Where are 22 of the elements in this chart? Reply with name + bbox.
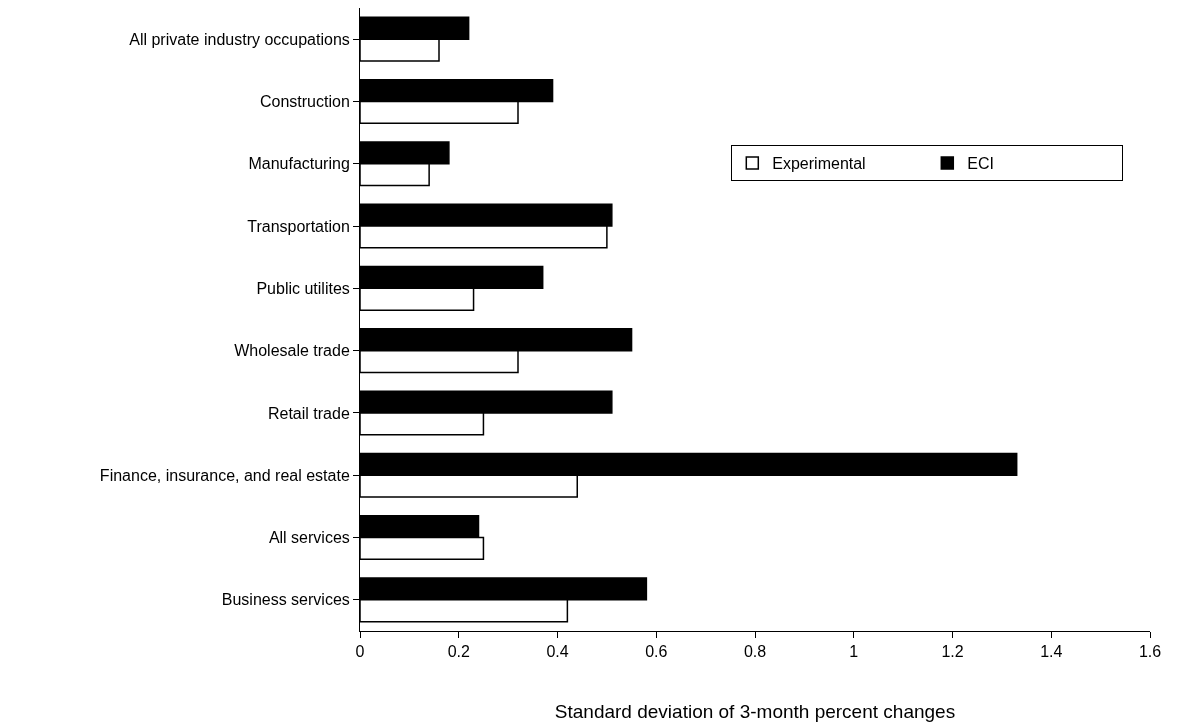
y-tick-label: Retail trade — [267, 404, 350, 422]
y-tick-label: All services — [268, 529, 350, 547]
y-tick-label: All private industry occupations — [129, 30, 350, 48]
x-tick-label: 0 — [355, 643, 365, 661]
y-tick-label: Wholesale trade — [234, 342, 350, 360]
y-tick-label: Manufacturing — [248, 155, 350, 173]
y-tick-label: Construction — [259, 93, 350, 111]
x-tick-label: 1.4 — [1040, 643, 1063, 661]
x-tick-label: 0.2 — [447, 643, 470, 661]
legend-label: Experimental — [772, 155, 866, 173]
legend-label: ECI — [967, 155, 994, 173]
x-tick-label: 1 — [849, 643, 859, 661]
y-tick-label: Transportation — [247, 217, 350, 235]
x-tick-label: 1.6 — [1138, 643, 1162, 661]
y-tick-label: Finance, insurance, and real estate — [99, 466, 350, 484]
x-tick-label: 1.2 — [941, 643, 964, 661]
x-tick-label: 0.8 — [743, 643, 767, 661]
x-tick-label: 0.6 — [645, 643, 668, 661]
x-tick-label: 0.4 — [546, 643, 569, 661]
y-tick-label: Public utilites — [256, 279, 350, 297]
y-tick-label: Business services — [221, 591, 350, 609]
x-axis-title: Standard deviation of 3-month percent changes — [554, 701, 956, 722]
